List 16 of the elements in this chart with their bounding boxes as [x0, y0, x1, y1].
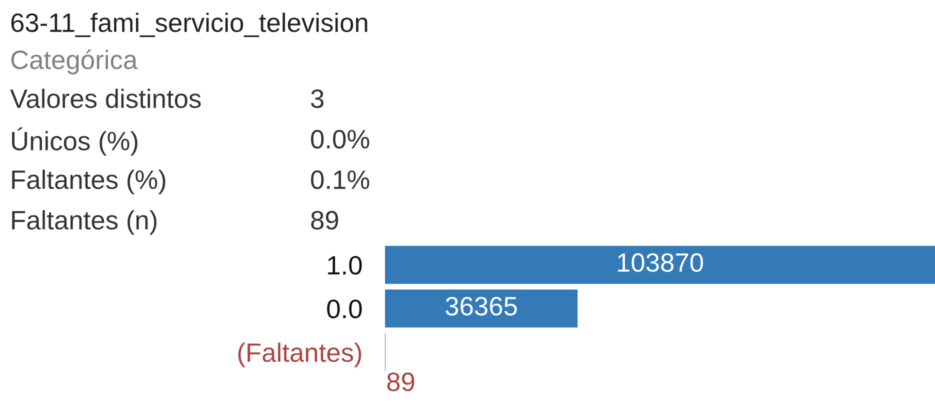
- chart-title: 63-11_fami_servicio_television: [11, 12, 368, 38]
- text: Faltantes (%): [12, 170, 166, 194]
- y-tick-label: 1.0: [328, 256, 362, 275]
- text: Únicos (%): [12, 127, 138, 156]
- text: 0.0%: [311, 130, 370, 149]
- text: 0.1%: [311, 170, 370, 190]
- text: 3: [311, 89, 324, 108]
- data-label: 103870: [618, 253, 703, 272]
- y-tick-label: 0.0: [327, 300, 362, 318]
- text: Categórica: [11, 50, 138, 74]
- text: Faltantes (n): [12, 210, 156, 235]
- y-tick-label: (Faltantes): [238, 342, 362, 368]
- text: Valores distintos: [10, 88, 201, 108]
- data-label: 36365: [446, 296, 517, 316]
- text: 89: [311, 210, 338, 230]
- data-label: 89: [387, 372, 414, 392]
